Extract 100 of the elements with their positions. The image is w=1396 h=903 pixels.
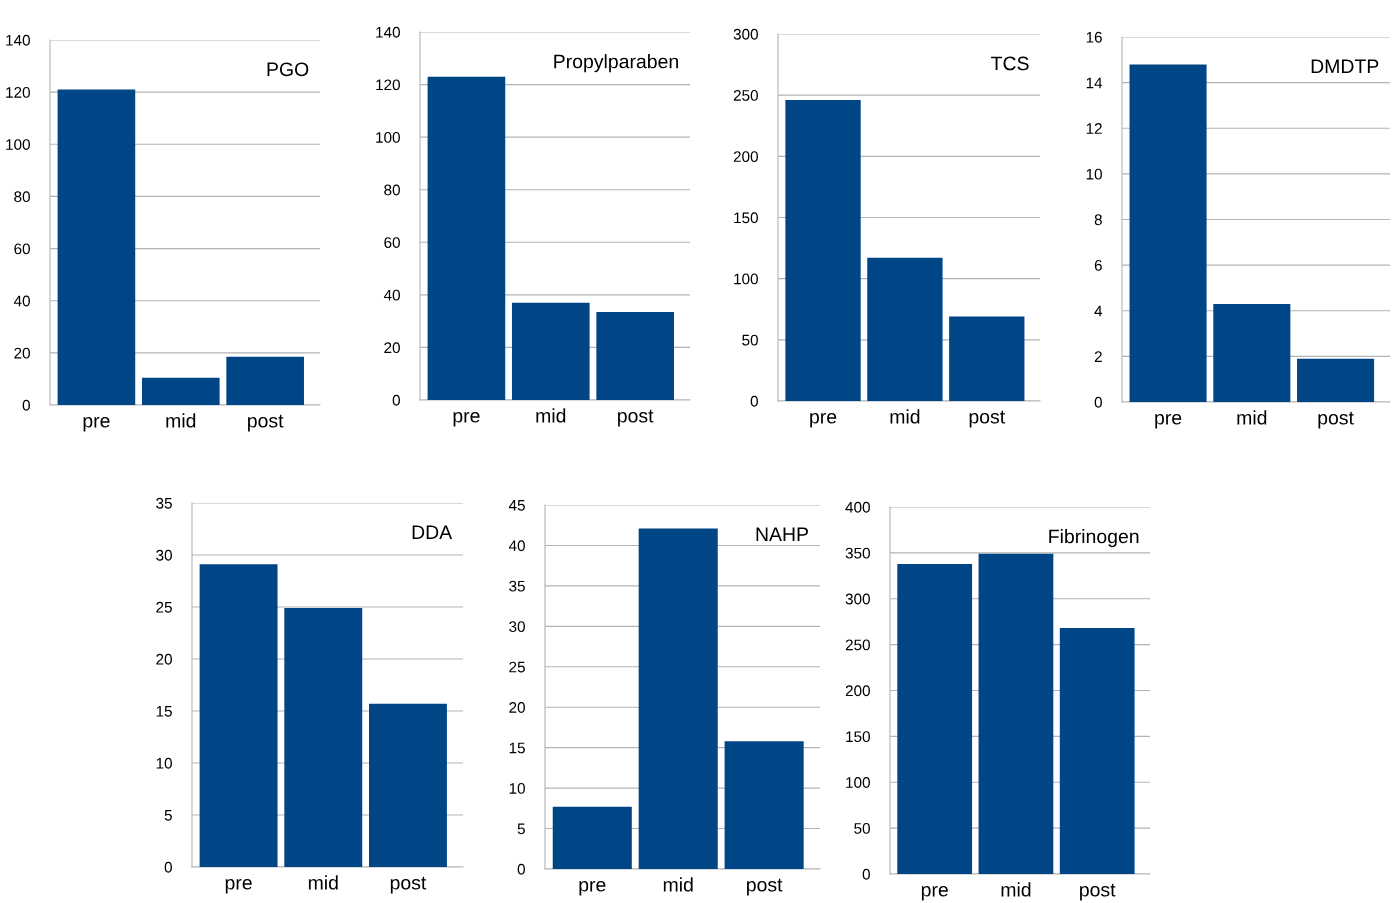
x-tick-label: post <box>1318 411 1354 429</box>
y-tick-label: 5 <box>517 823 525 835</box>
y-tick-label: 20 <box>156 653 172 665</box>
y-tick-label: 35 <box>156 497 172 509</box>
y-tick-label: 30 <box>509 621 525 633</box>
y-tick-label: 0 <box>862 868 870 880</box>
bar <box>511 302 590 400</box>
y-tick-label: 10 <box>509 782 525 794</box>
y-tick-label: 60 <box>384 237 400 248</box>
bar <box>785 100 861 401</box>
y-tick-label: 6 <box>1094 259 1102 271</box>
y-tick-label: 250 <box>733 90 758 101</box>
text: PGO <box>267 62 309 77</box>
bar <box>867 257 943 401</box>
y-tick-label: 300 <box>733 28 758 40</box>
x-tick-label: mid <box>166 413 196 428</box>
y-tick-label: 16 <box>1086 31 1102 43</box>
y-tick-label: 8 <box>1094 214 1102 226</box>
y-tick-label: 20 <box>384 342 400 354</box>
x-tick-label: pre <box>453 411 480 427</box>
y-tick-label: 0 <box>392 394 400 406</box>
y-tick-label: 60 <box>14 243 30 255</box>
y-tick-label: 100 <box>376 132 400 143</box>
y-tick-label: 0 <box>164 861 172 873</box>
y-tick-label: 10 <box>1086 168 1102 180</box>
text: TCS <box>991 56 1029 71</box>
y-tick-label: 400 <box>845 501 870 513</box>
text: Propylparaben <box>554 54 678 73</box>
bar <box>724 741 804 869</box>
text: DMDTP <box>1311 59 1379 73</box>
y-tick-label: 15 <box>509 742 525 754</box>
bar <box>199 564 278 867</box>
x-tick-label: post <box>248 414 284 432</box>
bar <box>369 703 447 867</box>
y-tick-label: 40 <box>383 289 400 301</box>
x-tick-label: mid <box>308 875 338 890</box>
x-tick-label: post <box>1080 883 1116 901</box>
y-tick-label: 80 <box>14 191 30 203</box>
y-tick-label: 10 <box>156 757 172 769</box>
x-tick-label: mid <box>536 408 566 423</box>
y-tick-label: 350 <box>845 547 870 559</box>
y-tick-label: 25 <box>156 601 172 613</box>
y-tick-label: 12 <box>1086 123 1102 134</box>
y-tick-label: 20 <box>509 702 525 713</box>
x-tick-label: post <box>747 878 783 896</box>
bar <box>427 76 506 400</box>
x-tick-label: post <box>390 876 427 894</box>
y-tick-label: 150 <box>846 731 870 743</box>
x-tick-label: pre <box>810 412 837 428</box>
y-tick-label: 40 <box>13 295 30 307</box>
bar <box>1213 303 1291 402</box>
x-tick-label: pre <box>579 880 606 896</box>
y-tick-label: 45 <box>508 500 525 511</box>
y-tick-label: 100 <box>846 777 870 788</box>
x-tick-label: mid <box>1237 410 1267 425</box>
y-tick-label: 0 <box>1094 396 1102 408</box>
y-tick-label: 140 <box>376 26 400 38</box>
y-tick-label: 100 <box>734 273 758 285</box>
y-tick-label: 100 <box>6 139 30 150</box>
y-tick-label: 140 <box>6 34 30 46</box>
y-tick-label: 300 <box>845 593 870 605</box>
text: Fibrinogen <box>1049 529 1139 548</box>
bar <box>1129 64 1207 402</box>
text: DDA <box>412 525 453 539</box>
bar <box>141 377 220 405</box>
y-tick-label: 0 <box>22 399 30 411</box>
x-tick-label: pre <box>921 885 948 901</box>
bar <box>1297 358 1375 402</box>
y-tick-label: 20 <box>14 347 30 359</box>
bar <box>596 311 674 400</box>
x-tick-label: pre <box>225 878 252 894</box>
x-tick-label: pre <box>1155 413 1182 429</box>
y-tick-label: 40 <box>508 540 525 552</box>
y-tick-label: 4 <box>1094 305 1103 317</box>
bar <box>638 528 718 869</box>
y-tick-label: 200 <box>845 685 870 697</box>
y-tick-label: 120 <box>376 79 400 91</box>
y-tick-label: 80 <box>384 184 400 196</box>
y-tick-label: 50 <box>854 822 870 834</box>
y-tick-label: 0 <box>750 395 758 407</box>
x-tick-label: mid <box>1001 882 1031 897</box>
y-tick-label: 250 <box>845 639 870 651</box>
bar <box>226 356 304 405</box>
y-tick-label: 200 <box>733 151 758 163</box>
x-tick-label: mid <box>890 409 920 424</box>
text: NAHP <box>756 527 808 541</box>
bar <box>57 89 136 405</box>
bar <box>949 316 1025 401</box>
x-tick-label: post <box>618 409 654 427</box>
x-tick-label: mid <box>663 877 693 892</box>
y-tick-label: 35 <box>509 580 525 592</box>
bar <box>552 806 632 869</box>
y-tick-label: 30 <box>156 549 172 561</box>
x-tick-label: post <box>969 410 1006 428</box>
y-tick-label: 15 <box>156 706 172 717</box>
y-tick-label: 2 <box>1094 351 1102 362</box>
bar <box>284 608 363 867</box>
y-tick-label: 0 <box>517 863 525 875</box>
y-tick-label: 50 <box>742 334 758 346</box>
y-tick-label: 120 <box>6 87 30 98</box>
